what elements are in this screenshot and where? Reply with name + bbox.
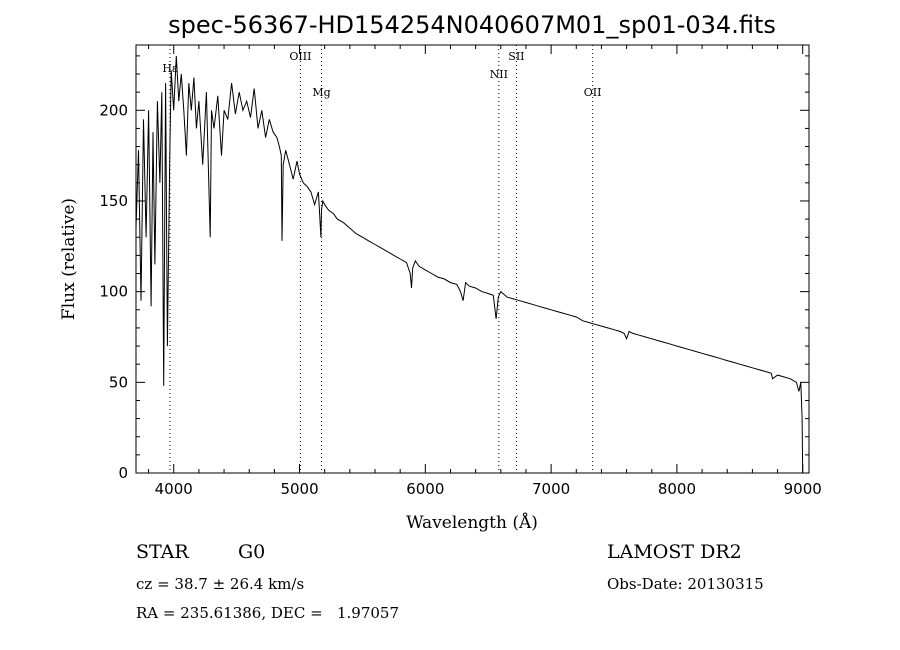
y-tick-label: 200 <box>99 101 128 119</box>
obs-date: Obs-Date: 20130315 <box>607 575 764 593</box>
x-axis-label: Wavelength (Å) <box>406 512 538 533</box>
x-tick-label: 5000 <box>280 480 318 498</box>
y-axis: 0 50 100 150 200 <box>99 55 809 482</box>
object-subclass: G0 <box>238 541 265 563</box>
coordinates: RA = 235.61386, DEC = 1.97057 <box>136 604 399 622</box>
x-tick-label: 7000 <box>532 480 570 498</box>
marker-label: NII <box>490 68 508 81</box>
line-markers: Hε OIII Mg NII OII SII <box>162 45 601 473</box>
plot-frame <box>135 44 810 474</box>
y-tick-label: 150 <box>99 192 128 210</box>
object-class: STAR <box>136 541 189 563</box>
marker-label: Mg <box>312 86 330 99</box>
survey-name: LAMOST DR2 <box>607 541 742 563</box>
x-tick-label: 4000 <box>155 480 193 498</box>
y-tick-label: 0 <box>118 464 128 482</box>
chart-title: spec-56367-HD154254N040607M01_sp01-034.f… <box>168 11 776 39</box>
marker-label: Hε <box>162 62 178 75</box>
x-tick-label: 9000 <box>784 480 822 498</box>
x-tick-label: 8000 <box>658 480 696 498</box>
marker-label: OII <box>584 86 602 99</box>
y-tick-label: 50 <box>109 373 128 391</box>
y-axis-label: Flux (relative) <box>59 198 79 320</box>
marker-label: OIII <box>289 50 311 63</box>
y-tick-label: 100 <box>99 283 128 301</box>
redshift-text: cz = 38.7 ± 26.4 km/s <box>136 575 304 593</box>
marker-label: SII <box>508 50 524 63</box>
spectrum-line <box>135 55 804 474</box>
x-tick-label: 6000 <box>406 480 444 498</box>
